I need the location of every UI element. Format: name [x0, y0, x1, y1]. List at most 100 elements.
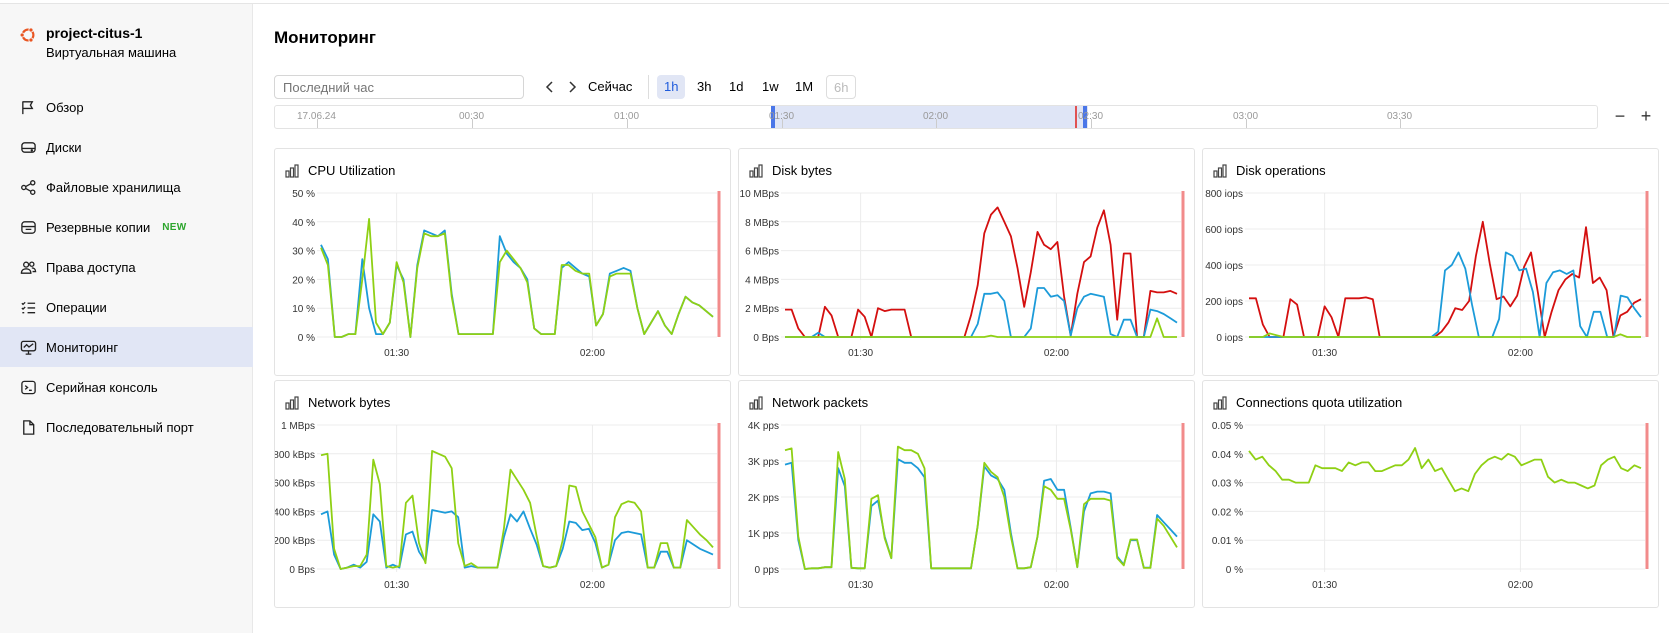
y-tick-label: 600 iops: [1205, 225, 1243, 236]
time-range-input[interactable]: [274, 75, 524, 99]
chart-title: Network packets: [772, 395, 869, 410]
sidebar-item-label: Серийная консоль: [46, 379, 158, 395]
vm-header: project-citus-1 Виртуальная машина: [19, 24, 176, 62]
x-tick-label: 01:30: [384, 580, 409, 591]
y-tick-label: 800 iops: [1205, 189, 1243, 200]
network-packets-chart[interactable]: 4K pps 3K pps 2K pps 1K pps 0 pps 01:30 02:00: [739, 381, 1196, 609]
y-tick-label: 0 pps: [755, 565, 779, 576]
x-tick-label: 02:00: [580, 348, 605, 359]
terminal-icon: [19, 378, 37, 396]
chart-panel-net-packets: Network packets 4K pps 3K pps 2K pps 1K pps…: [738, 380, 1195, 608]
bar-chart-icon: [749, 395, 763, 410]
sidebar-item-monitoring[interactable]: Мониторинг: [0, 327, 253, 367]
y-tick-label: 0.04 %: [1212, 450, 1243, 461]
timeline-now-marker: [1075, 106, 1077, 128]
ubuntu-logo-icon: [19, 27, 35, 43]
y-tick-label: 20 %: [292, 275, 315, 286]
x-tick-label: 02:00: [1044, 580, 1069, 591]
range-1d-button[interactable]: 1d: [729, 79, 744, 94]
range-1w-button[interactable]: 1w: [762, 79, 779, 94]
x-tick-label: 02:00: [1044, 348, 1069, 359]
timeline-left-handle[interactable]: [771, 106, 775, 128]
timeline-label: 01:00: [614, 111, 640, 122]
sidebar: project-citus-1 Виртуальная машина Обзор…: [0, 4, 253, 633]
timeline-tick: [1246, 119, 1247, 128]
sidebar-item-filestores[interactable]: Файловые хранилища: [0, 167, 253, 207]
disk-bytes-chart[interactable]: 10 MBps 8 MBps 6 MBps 4 MBps 2 MBps 0 Bps 01:3…: [739, 149, 1196, 377]
y-tick-label: 2 MBps: [745, 304, 779, 315]
timeline-scrubber[interactable]: 17.06.24 00:30 01:00 01:30 02:00 02:30 0…: [274, 105, 1598, 129]
list-icon: [19, 298, 37, 316]
x-tick-label: 01:30: [1312, 348, 1337, 359]
y-tick-label: 0 %: [1226, 565, 1243, 576]
sidebar-item-label: Операции: [46, 299, 107, 315]
y-tick-label: 400 iops: [1205, 261, 1243, 272]
bar-chart-icon: [1213, 163, 1227, 178]
y-tick-label: 0 Bps: [753, 333, 779, 344]
y-tick-label: 200 kBps: [275, 536, 315, 547]
cpu-utilization-chart[interactable]: 50 % 40 % 30 % 20 % 10 % 0 % 01:30 02:00: [275, 149, 732, 377]
sidebar-item-serial-console[interactable]: Серийная консоль: [0, 367, 253, 407]
bar-chart-icon: [749, 163, 763, 178]
timeline-selection[interactable]: [773, 106, 1088, 128]
range-1m-button[interactable]: 1M: [795, 79, 814, 94]
timeline-right-handle[interactable]: [1083, 106, 1087, 128]
timeline-tick: [782, 119, 783, 128]
x-tick-label: 01:30: [848, 580, 873, 591]
timeline-label: 02:30: [1078, 111, 1104, 122]
y-tick-label: 4K pps: [748, 421, 779, 432]
sidebar-item-access[interactable]: Права доступа: [0, 247, 253, 287]
y-tick-label: 1K pps: [748, 529, 779, 540]
y-tick-label: 400 kBps: [275, 507, 315, 518]
series-line-red: [1249, 220, 1642, 338]
sidebar-item-disks[interactable]: Диски: [0, 127, 253, 167]
sidebar-item-label: Резервные копии: [46, 219, 151, 235]
now-button[interactable]: Сейчас: [588, 79, 633, 94]
sidebar-item-serial-port[interactable]: Последовательный порт: [0, 407, 253, 447]
main-content: Мониторинг Сейчас 1h 3h 1d 1w 1M 6h 17.0…: [254, 4, 1669, 633]
sidebar-item-operations[interactable]: Операции: [0, 287, 253, 327]
sidebar-item-label: Права доступа: [46, 259, 136, 275]
next-period-button[interactable]: [560, 75, 584, 99]
range-3h-button[interactable]: 3h: [697, 79, 712, 94]
timeline-tick: [472, 119, 473, 128]
connections-quota-chart[interactable]: 0.05 % 0.04 % 0.03 % 0.02 % 0.01 % 0 % 01:30 02…: [1203, 381, 1660, 609]
timeline-label: 03:00: [1233, 111, 1259, 122]
timeline-label: 01:30: [769, 111, 795, 122]
top-divider: [0, 0, 1669, 4]
sidebar-item-label: Диски: [46, 139, 82, 155]
chart-panel-cpu: CPU Utilization 50 % 40 % 30 % 20 % 10 % 0 % 0…: [274, 148, 731, 376]
y-tick-label: 0.02 %: [1212, 507, 1243, 518]
timeline-label: 03:30: [1387, 111, 1413, 122]
sidebar-item-label: Мониторинг: [46, 339, 119, 355]
zoom-out-button[interactable]: −: [1614, 106, 1626, 126]
prev-period-button[interactable]: [538, 75, 562, 99]
range-1h-button[interactable]: 1h: [657, 75, 686, 99]
y-tick-label: 0 iops: [1216, 333, 1243, 344]
chart-title: Connections quota utilization: [1236, 395, 1403, 410]
y-tick-label: 8 MBps: [745, 218, 779, 229]
timeline-label: 17.06.24: [297, 111, 336, 122]
x-tick-label: 01:30: [1312, 580, 1337, 591]
x-tick-label: 01:30: [848, 348, 873, 359]
series-line-green: [320, 218, 714, 338]
y-tick-label: 600 kBps: [275, 479, 315, 490]
timeline-tick: [1400, 119, 1401, 128]
network-bytes-chart[interactable]: 1 MBps 800 kBps 600 kBps 400 kBps 200 kBps 0 …: [275, 381, 732, 609]
sidebar-item-label: Обзор: [46, 99, 84, 115]
range-6h-button[interactable]: 6h: [826, 75, 857, 99]
sidebar-item-label: Последовательный порт: [46, 419, 194, 435]
y-tick-label: 0 Bps: [289, 565, 315, 576]
timeline-label: 02:00: [923, 111, 949, 122]
timeline-tick: [1091, 119, 1092, 128]
y-tick-label: 30 %: [292, 247, 315, 258]
series-line-red: [785, 206, 1178, 338]
chart-panel-net-bytes: Network bytes 1 MBps 800 kBps 600 kBps 400 …: [274, 380, 731, 608]
page-title: Мониторинг: [274, 28, 376, 47]
series-line-blue: [320, 229, 714, 338]
disk-operations-chart[interactable]: 800 iops 600 iops 400 iops 200 iops 0 iops 01…: [1203, 149, 1660, 377]
sidebar-item-overview[interactable]: Обзор: [0, 87, 253, 127]
sidebar-item-backups[interactable]: Резервные копии NEW: [0, 207, 253, 247]
zoom-in-button[interactable]: +: [1640, 106, 1652, 126]
bar-chart-icon: [285, 163, 299, 178]
